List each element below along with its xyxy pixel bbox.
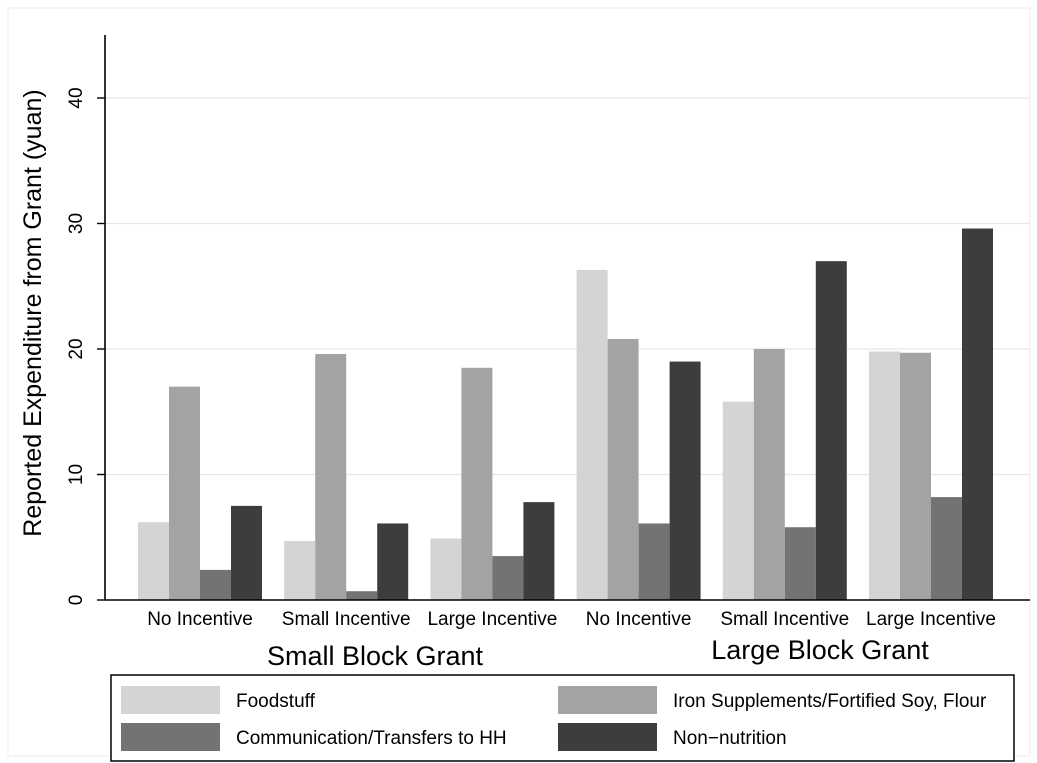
bar xyxy=(784,527,816,600)
y-axis-label: Reported Expenditure from Grant (yuan) xyxy=(19,89,47,536)
bar xyxy=(815,261,847,600)
bar xyxy=(753,349,785,600)
y-tick-label: 20 xyxy=(66,338,87,359)
group-labels: Small Block Grant Large Block Grant xyxy=(267,635,929,671)
legend-label: Communication/Transfers to HH xyxy=(236,728,507,749)
legend-swatch xyxy=(121,723,220,751)
bar xyxy=(461,367,493,600)
bar xyxy=(607,338,639,600)
legend-swatch xyxy=(121,686,220,714)
y-tick-label: 0 xyxy=(66,595,87,606)
bar xyxy=(962,228,993,600)
bar xyxy=(638,523,670,600)
bar xyxy=(138,522,169,600)
x-category-label: No Incentive xyxy=(147,609,253,630)
bar xyxy=(346,591,378,600)
bar xyxy=(931,497,962,600)
x-category-label: Large Incentive xyxy=(866,609,996,630)
legend: Foodstuff Iron Supplements/Fortified Soy,… xyxy=(121,686,987,751)
bar xyxy=(722,401,754,600)
bar xyxy=(315,354,347,600)
legend-label: Iron Supplements/Fortified Soy, Flour xyxy=(673,691,987,712)
bar xyxy=(284,541,316,600)
x-category-label: No Incentive xyxy=(586,609,692,630)
y-ticks: 0 10 20 30 40 xyxy=(66,87,105,605)
bars xyxy=(138,228,993,600)
legend-swatch xyxy=(558,723,657,751)
x-category-label: Large Incentive xyxy=(427,609,557,630)
chart-outer-border xyxy=(7,7,1031,757)
bar xyxy=(200,569,231,600)
bar xyxy=(231,505,262,600)
bar xyxy=(169,386,200,600)
bar xyxy=(492,556,524,600)
y-tick-label: 10 xyxy=(66,464,87,485)
y-tick-label: 40 xyxy=(66,87,87,108)
bar xyxy=(430,538,462,600)
legend-label: Non−nutrition xyxy=(673,728,787,749)
bar xyxy=(669,361,701,600)
bar xyxy=(377,523,409,600)
y-tick-label: 30 xyxy=(66,213,87,234)
x-category-label: Small Incentive xyxy=(282,609,411,630)
group-label: Large Block Grant xyxy=(711,635,929,665)
legend-swatch xyxy=(558,686,657,714)
bar xyxy=(869,351,900,600)
x-category-label: Small Incentive xyxy=(720,609,849,630)
group-label: Small Block Grant xyxy=(267,641,484,671)
bar xyxy=(900,352,931,600)
x-category-labels: No Incentive Small Incentive Large Incenti… xyxy=(147,609,996,630)
bar xyxy=(523,502,555,600)
bar xyxy=(576,269,608,600)
legend-label: Foodstuff xyxy=(236,691,316,712)
